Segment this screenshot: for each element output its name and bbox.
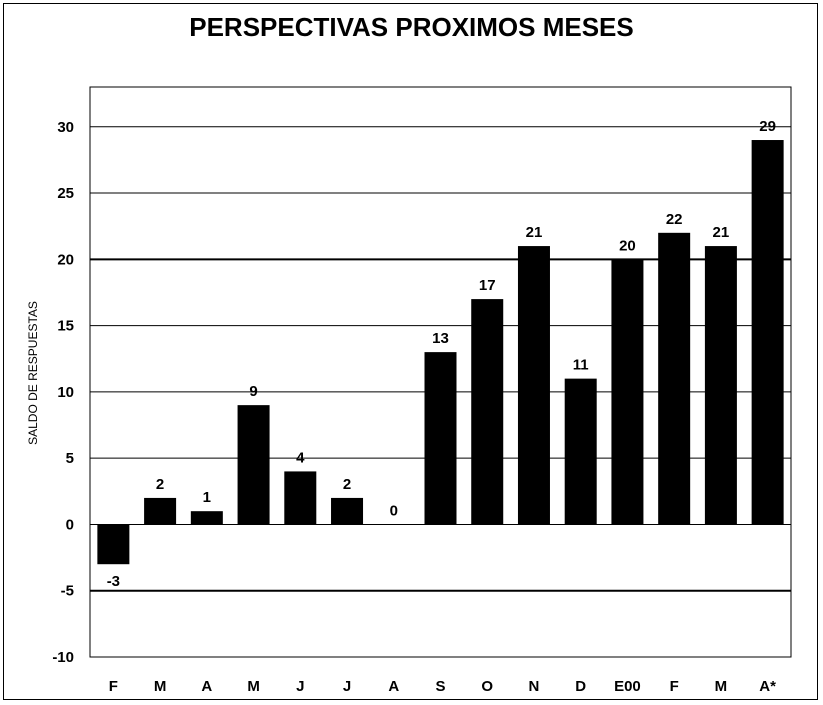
data-label: 29 — [759, 118, 776, 135]
data-label: 21 — [526, 224, 543, 241]
x-tick-label: J — [343, 678, 351, 695]
data-label: 13 — [432, 330, 449, 347]
y-tick-label: 15 — [57, 318, 74, 335]
data-label: 1 — [203, 489, 211, 506]
data-label: 4 — [296, 449, 305, 466]
bar — [144, 497, 177, 525]
data-label: 20 — [619, 237, 636, 254]
bar — [564, 378, 597, 525]
x-tick-label: A* — [759, 678, 776, 695]
bar — [517, 246, 550, 525]
data-label: 2 — [156, 476, 164, 493]
y-tick-label: 25 — [57, 185, 74, 202]
bar — [97, 524, 130, 565]
y-axis-label: SALDO DE RESPUESTAS — [26, 301, 40, 445]
data-label: 22 — [666, 211, 683, 228]
x-tick-label: M — [715, 678, 728, 695]
x-tick-label: N — [529, 678, 540, 695]
data-label: -3 — [107, 573, 120, 590]
y-tick-label: 0 — [66, 516, 74, 533]
data-label: 17 — [479, 277, 496, 294]
y-tick-labels: -10 -5 0 5 10 15 20 25 30 — [52, 119, 74, 666]
bar — [424, 352, 457, 525]
x-tick-label: A — [388, 678, 399, 695]
chart-title: PERSPECTIVAS PROXIMOS MESES — [189, 12, 634, 42]
x-tick-label: A — [201, 678, 212, 695]
bar — [611, 259, 644, 525]
bars — [97, 140, 784, 565]
x-tick-label: F — [670, 678, 679, 695]
data-label: 0 — [390, 502, 398, 519]
y-tick-label: -5 — [61, 583, 74, 600]
bar — [471, 299, 504, 525]
x-tick-label: E00 — [614, 678, 641, 695]
data-label: 9 — [249, 383, 257, 400]
x-tick-labels: F M A M J J A S O N D E00 F M A* — [109, 678, 776, 695]
x-tick-label: S — [435, 678, 445, 695]
y-tick-label: -10 — [52, 649, 74, 666]
data-label: 2 — [343, 476, 351, 493]
bar — [704, 246, 737, 525]
bar — [284, 471, 317, 525]
bar — [190, 511, 223, 525]
bar — [237, 405, 270, 525]
x-tick-label: M — [154, 678, 167, 695]
y-tick-label: 5 — [66, 450, 74, 467]
data-label: 11 — [573, 357, 589, 374]
y-tick-label: 20 — [57, 251, 74, 268]
bar — [331, 497, 364, 525]
bar — [751, 140, 784, 525]
x-tick-label: O — [481, 678, 493, 695]
bar — [658, 232, 691, 525]
plot-area-border — [89, 86, 792, 658]
x-tick-label: F — [109, 678, 118, 695]
data-label: 21 — [713, 224, 730, 241]
x-tick-label: D — [575, 678, 586, 695]
y-tick-label: 10 — [57, 384, 74, 401]
x-tick-label: M — [247, 678, 260, 695]
x-tick-label: J — [296, 678, 304, 695]
y-tick-label: 30 — [57, 119, 74, 136]
